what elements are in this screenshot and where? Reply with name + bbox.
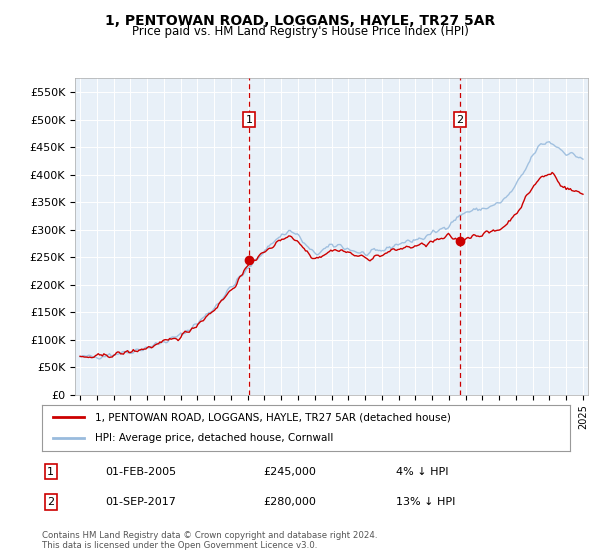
Text: 4% ↓ HPI: 4% ↓ HPI <box>396 466 448 477</box>
Text: 1: 1 <box>47 466 54 477</box>
Text: 01-FEB-2005: 01-FEB-2005 <box>106 466 176 477</box>
Text: 2: 2 <box>47 497 55 507</box>
Text: Price paid vs. HM Land Registry's House Price Index (HPI): Price paid vs. HM Land Registry's House … <box>131 25 469 38</box>
Text: 1: 1 <box>245 115 253 125</box>
Text: 2: 2 <box>457 115 464 125</box>
Text: Contains HM Land Registry data © Crown copyright and database right 2024.
This d: Contains HM Land Registry data © Crown c… <box>42 530 377 550</box>
Text: £280,000: £280,000 <box>264 497 317 507</box>
Text: 01-SEP-2017: 01-SEP-2017 <box>106 497 176 507</box>
Text: HPI: Average price, detached house, Cornwall: HPI: Average price, detached house, Corn… <box>95 433 333 444</box>
Text: 1, PENTOWAN ROAD, LOGGANS, HAYLE, TR27 5AR: 1, PENTOWAN ROAD, LOGGANS, HAYLE, TR27 5… <box>105 14 495 28</box>
Text: 1, PENTOWAN ROAD, LOGGANS, HAYLE, TR27 5AR (detached house): 1, PENTOWAN ROAD, LOGGANS, HAYLE, TR27 5… <box>95 412 451 422</box>
Text: £245,000: £245,000 <box>264 466 317 477</box>
Text: 13% ↓ HPI: 13% ↓ HPI <box>396 497 455 507</box>
